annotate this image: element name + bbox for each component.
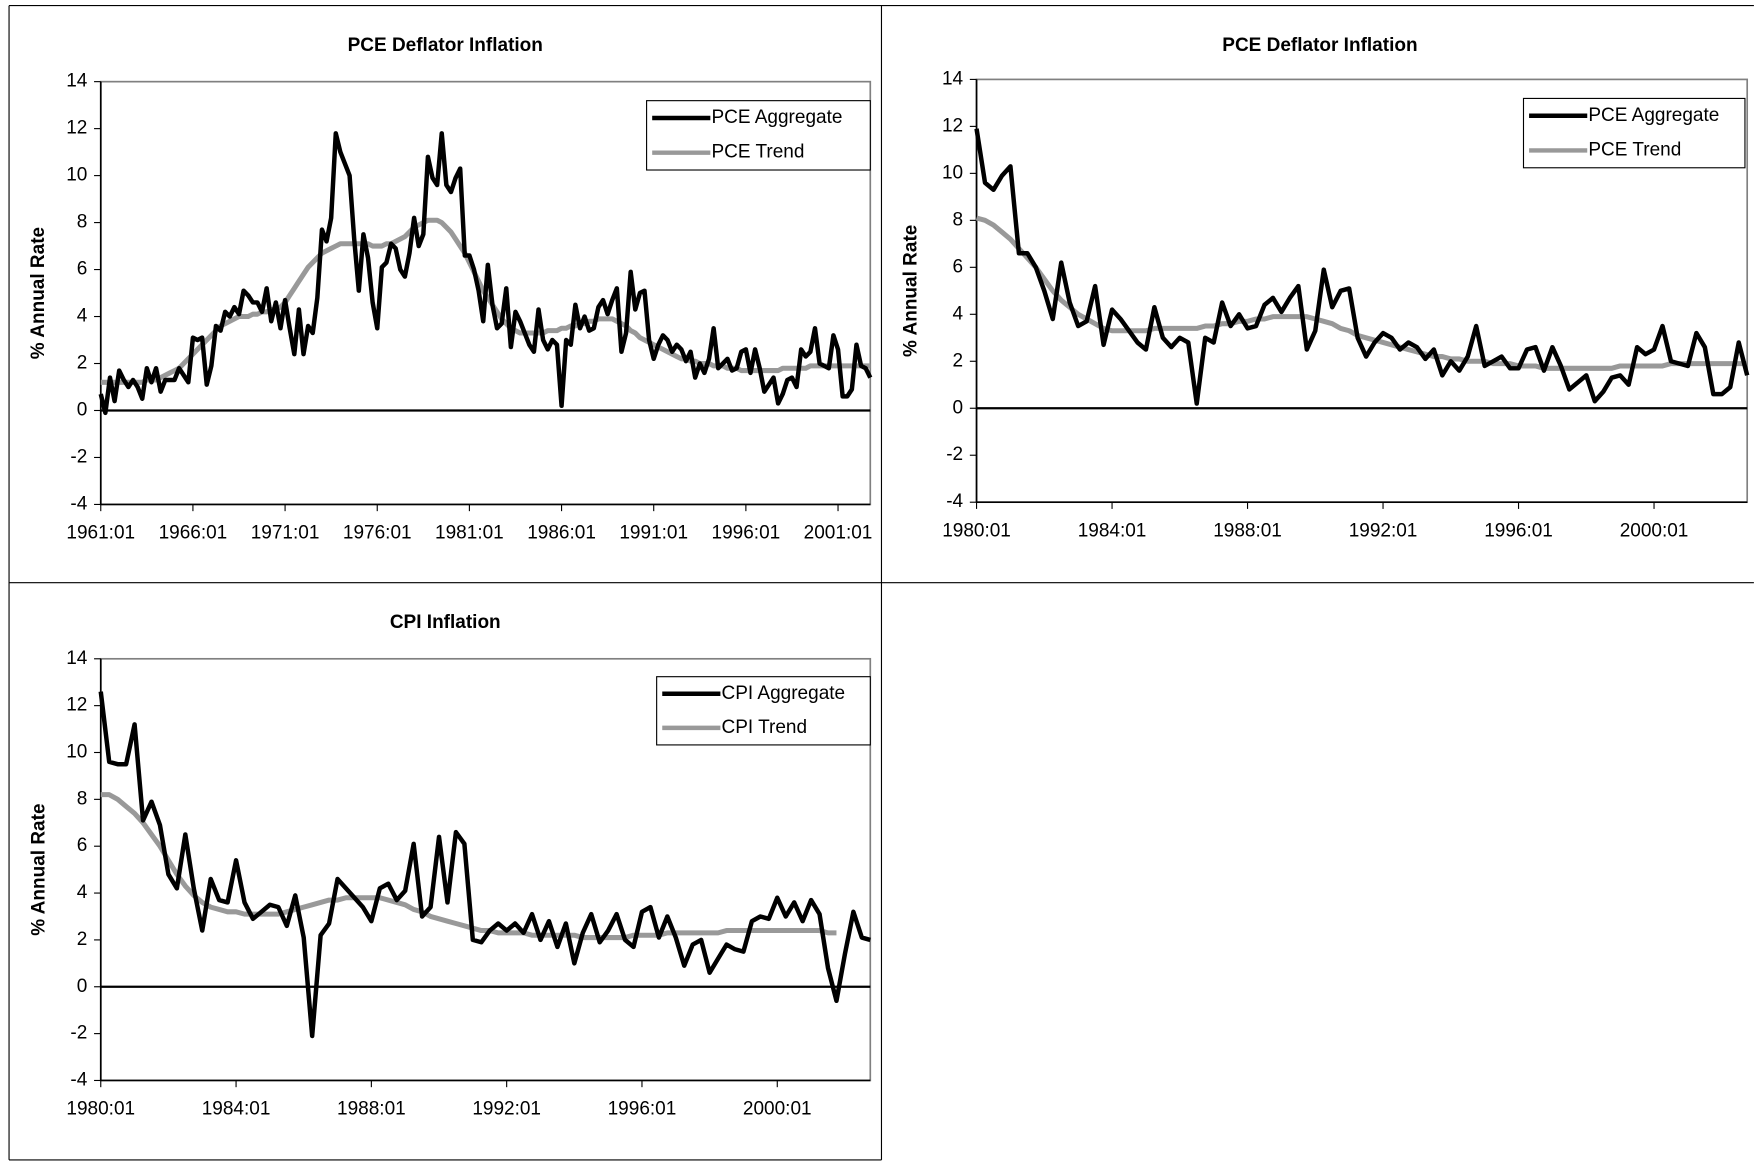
x-tick-label: 1986:01 <box>527 523 596 544</box>
y-tick-label: 4 <box>77 306 88 327</box>
y-tick-label: 6 <box>77 259 88 280</box>
y-axis-label: % Annual Rate <box>28 227 49 359</box>
y-tick-label: -4 <box>70 1069 87 1090</box>
chart-title: PCE Deflator Inflation <box>1222 35 1417 56</box>
y-tick-label: 6 <box>953 256 964 277</box>
x-tick-label: 1981:01 <box>435 523 504 544</box>
legend-label: PCE Trend <box>711 142 804 163</box>
y-tick-label: 8 <box>77 212 88 233</box>
y-tick-label: 10 <box>66 165 87 186</box>
x-tick-label: 1996:01 <box>712 523 781 544</box>
series-line <box>100 792 837 941</box>
series-line <box>974 128 1750 406</box>
x-tick-label: 1992:01 <box>1349 520 1418 541</box>
legend-box <box>1522 97 1746 169</box>
y-tick-label: 6 <box>77 835 88 856</box>
legend-label: PCE Aggregate <box>1588 105 1719 126</box>
y-tick-label: 12 <box>942 115 963 136</box>
x-tick-label: 1988:01 <box>1213 520 1282 541</box>
series-line <box>975 215 1748 371</box>
x-tick-label: 1988:01 <box>337 1099 406 1120</box>
x-tick-label: 1976:01 <box>343 523 412 544</box>
x-tick-label: 2001:01 <box>804 523 873 544</box>
legend-box <box>646 100 871 171</box>
y-tick-label: 10 <box>66 742 87 763</box>
x-tick-label: 1991:01 <box>619 523 688 544</box>
series-line <box>98 691 871 1039</box>
x-tick-label: 1961:01 <box>66 523 135 544</box>
y-tick-label: 0 <box>77 400 88 421</box>
x-tick-label: 2000:01 <box>1620 520 1689 541</box>
y-tick-label: -4 <box>946 491 963 512</box>
legend-label: PCE Trend <box>1588 139 1681 160</box>
x-tick-label: 1966:01 <box>159 523 228 544</box>
x-tick-label: 1996:01 <box>608 1099 677 1120</box>
y-tick-label: -2 <box>70 446 87 467</box>
x-tick-label: 2000:01 <box>743 1099 812 1120</box>
series-line <box>98 131 873 416</box>
legend-label: PCE Aggregate <box>711 107 842 128</box>
x-tick-label: 1980:01 <box>66 1099 135 1120</box>
y-tick-label: 8 <box>77 788 88 809</box>
x-tick-label: 1984:01 <box>1078 520 1147 541</box>
legend-box <box>656 676 871 746</box>
y-tick-label: -4 <box>70 493 87 514</box>
y-tick-label: 2 <box>77 929 88 950</box>
y-tick-label: 2 <box>953 350 964 371</box>
y-tick-label: -2 <box>70 1023 87 1044</box>
y-tick-label: -2 <box>946 444 963 465</box>
y-tick-label: 0 <box>953 397 964 418</box>
x-tick-label: 1996:01 <box>1484 520 1553 541</box>
x-tick-label: 1992:01 <box>472 1099 541 1120</box>
x-tick-label: 1980:01 <box>942 520 1011 541</box>
y-tick-label: 14 <box>66 648 88 669</box>
y-tick-label: 12 <box>66 118 87 139</box>
y-tick-label: 10 <box>942 162 963 183</box>
y-tick-label: 14 <box>66 71 88 92</box>
x-tick-label: 1971:01 <box>251 523 320 544</box>
chart-title: CPI Inflation <box>390 612 501 633</box>
y-tick-label: 4 <box>953 303 964 324</box>
chart-title: PCE Deflator Inflation <box>348 35 543 56</box>
y-tick-label: 4 <box>77 882 88 903</box>
x-tick-label: 1984:01 <box>202 1099 271 1120</box>
y-tick-label: 12 <box>66 695 87 716</box>
y-tick-label: 14 <box>942 68 964 89</box>
y-tick-label: 8 <box>953 209 964 230</box>
legend-label: CPI Aggregate <box>722 683 846 704</box>
y-axis-label: % Annual Rate <box>901 225 922 357</box>
legend-label: CPI Trend <box>722 717 808 738</box>
y-axis-label: % Annual Rate <box>28 803 49 935</box>
y-tick-label: 2 <box>77 353 88 374</box>
y-tick-label: 0 <box>77 976 88 997</box>
